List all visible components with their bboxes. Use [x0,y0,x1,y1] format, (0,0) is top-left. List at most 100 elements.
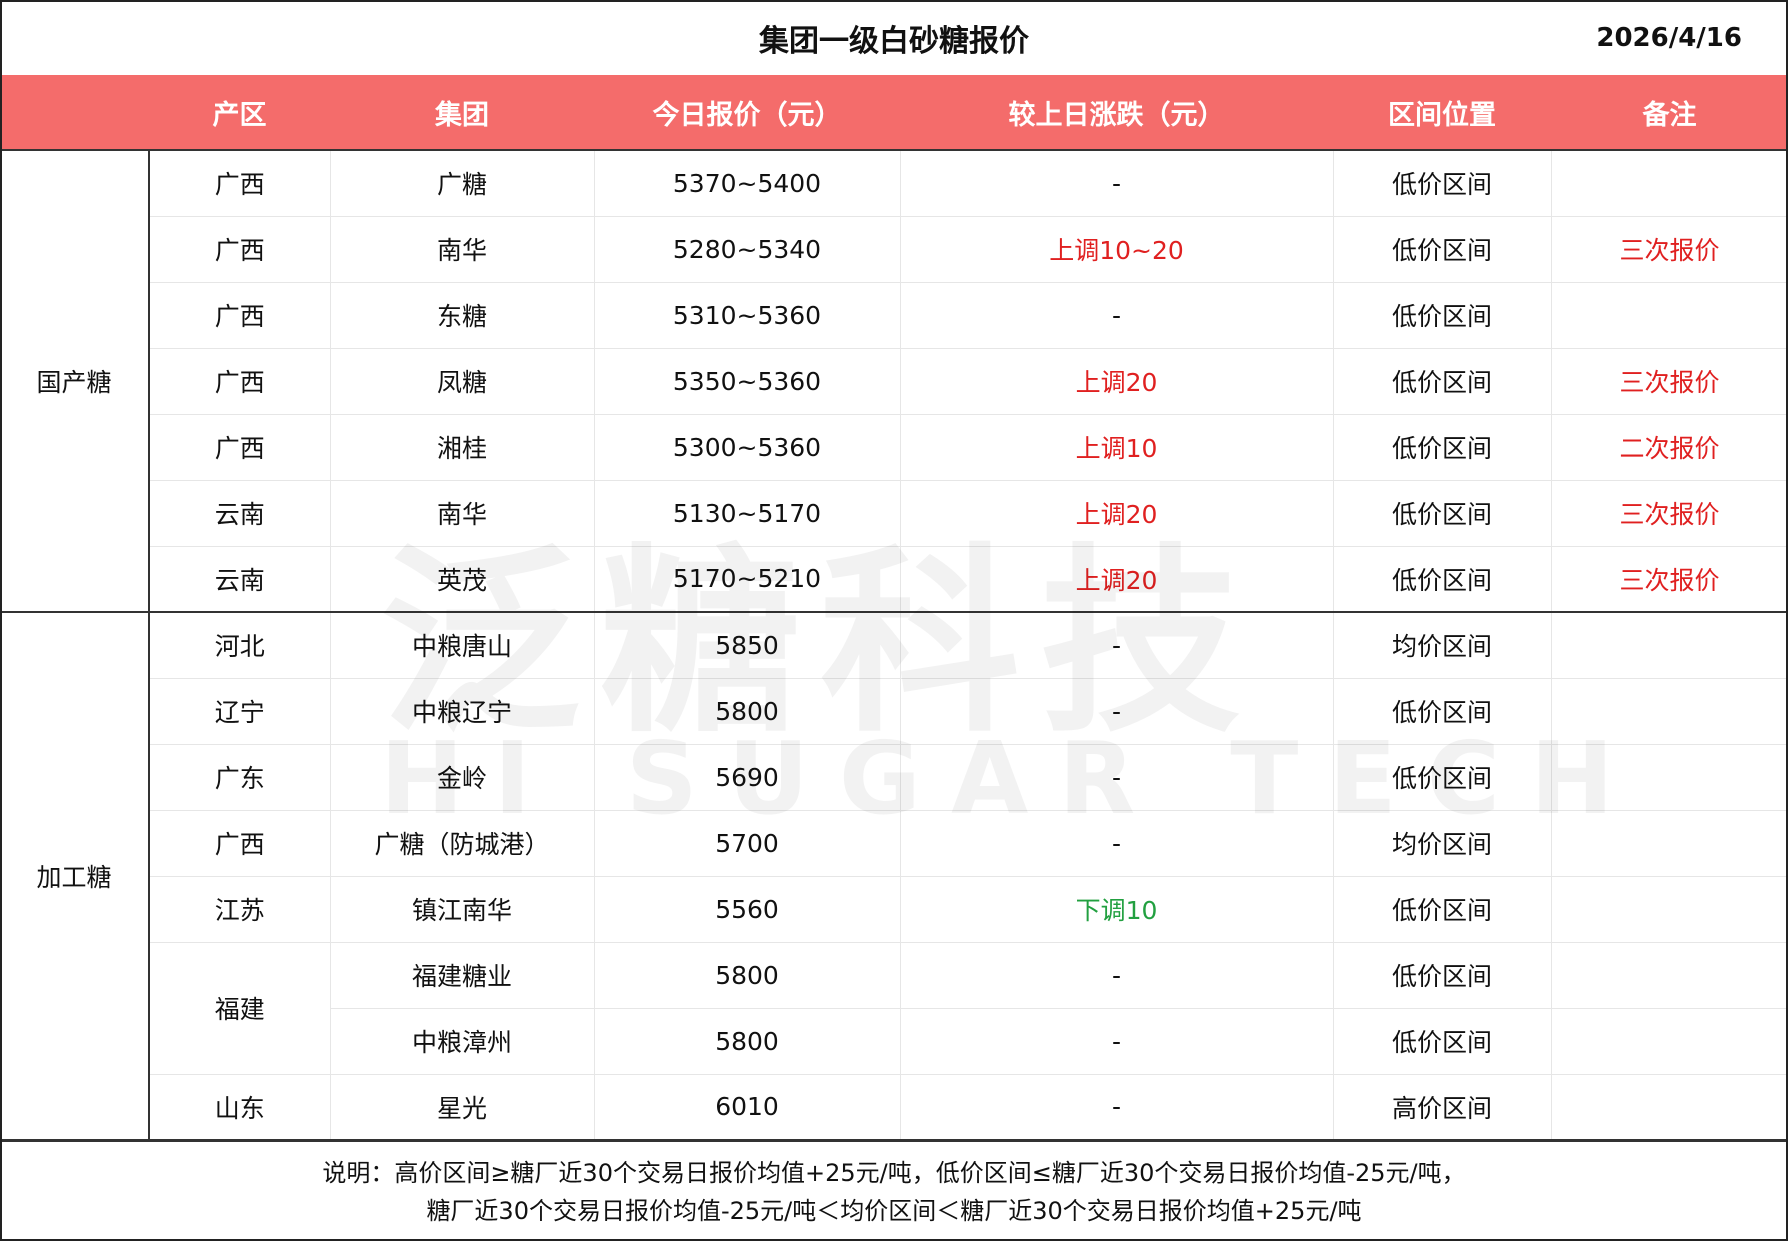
note-cell: 三次报价 [1551,546,1788,613]
footnote-line: 糖厂近30个交易日报价均值-25元/吨＜均价区间＜糖厂近30个交易日报价均值+2… [426,1196,1362,1225]
table-row: 广东 金岭 5690- 低价区间 [0,744,1788,811]
change-cell: 上调20 [900,348,1334,415]
position-cell: 低价区间 [1333,480,1552,547]
table-row: 江苏 镇江南华 5560 下调10 低价区间 [0,876,1788,943]
note-cell [1551,1008,1788,1075]
note-cell [1551,810,1788,877]
region-cell: 云南 [149,546,331,613]
note-cell [1551,942,1788,1009]
price-cell: 5310~5360 [594,282,901,349]
region-cell: 福建 [149,942,331,1075]
change-cell: - [900,678,1334,745]
price-cell: 5800 [594,678,901,745]
footnote-line: 说明：高价区间≥糖厂近30个交易日报价均值+25元/吨，低价区间≤糖厂近30个交… [322,1158,1466,1187]
note-cell [1551,612,1788,679]
price-cell: 5280~5340 [594,216,901,283]
position-cell: 均价区间 [1333,810,1552,877]
price-cell: 5800 [594,942,901,1009]
note-cell: 三次报价 [1551,216,1788,283]
change-cell: 上调10~20 [900,216,1334,283]
change-cell: - [900,1074,1334,1141]
group-cell: 中粮辽宁 [330,678,595,745]
position-cell: 低价区间 [1333,1008,1552,1075]
change-cell: 上调10 [900,414,1334,481]
change-cell: - [900,1008,1334,1075]
position-cell: 低价区间 [1333,546,1552,613]
table-row: 山东 星光 6010- 高价区间 [0,1074,1788,1141]
price-cell: 5690 [594,744,901,811]
position-cell: 低价区间 [1333,414,1552,481]
header-position: 区间位置 [1333,75,1551,151]
group-cell: 凤糖 [330,348,595,415]
price-cell: 5300~5360 [594,414,901,481]
position-cell: 低价区间 [1333,348,1552,415]
position-cell: 低价区间 [1333,876,1552,943]
price-cell: 5850 [594,612,901,679]
position-cell: 低价区间 [1333,216,1552,283]
table-row: 云南 英茂 5170~5210 上调20 低价区间 三次报价 [0,546,1788,613]
note-cell [1551,744,1788,811]
group-cell: 南华 [330,216,595,283]
header-change: 较上日涨跌（元） [900,75,1333,151]
group-cell: 福建糖业 [330,942,595,1009]
change-cell: - [900,942,1334,1009]
table-row: 广西 南华 5280~5340 上调10~20 低价区间 三次报价 [0,216,1788,283]
note-cell [1551,150,1788,217]
note-cell [1551,876,1788,943]
footnote: 说明：高价区间≥糖厂近30个交易日报价均值+25元/吨，低价区间≤糖厂近30个交… [0,1140,1788,1241]
region-cell: 广西 [149,216,331,283]
category-cell: 国产糖 [0,150,150,613]
price-cell: 5370~5400 [594,150,901,217]
group-cell: 广糖（防城港） [330,810,595,877]
header-row: 产区 集团 今日报价（元） 较上日涨跌（元） 区间位置 备注 [0,75,1788,151]
position-cell: 均价区间 [1333,612,1552,679]
region-cell: 广东 [149,744,331,811]
category-cell: 加工糖 [0,612,150,1141]
table-row: 云南 南华 5130~5170 上调20 低价区间 三次报价 [0,480,1788,547]
region-cell: 河北 [149,612,331,679]
price-cell: 5700 [594,810,901,877]
table-row: 加工糖 河北 中粮唐山 5850- 均价区间 [0,612,1788,1141]
region-cell: 广西 [149,282,331,349]
change-cell: - [900,150,1334,217]
group-cell: 南华 [330,480,595,547]
header-group: 集团 [330,75,594,151]
header-note: 备注 [1551,75,1788,151]
group-cell: 东糖 [330,282,595,349]
table-row: 辽宁 中粮辽宁 5800- 低价区间 [0,678,1788,745]
price-cell: 5130~5170 [594,480,901,547]
table-row: 广西 凤糖 5350~5360 上调20 低价区间 三次报价 [0,348,1788,415]
position-cell: 低价区间 [1333,282,1552,349]
change-cell: 上调20 [900,480,1334,547]
region-cell: 山东 [149,1074,331,1141]
group-cell: 星光 [330,1074,595,1141]
price-table: 产区 集团 今日报价（元） 较上日涨跌（元） 区间位置 备注 国产糖 广西 广糖 53… [0,75,1788,1141]
note-cell: 三次报价 [1551,348,1788,415]
note-cell: 二次报价 [1551,414,1788,481]
note-cell [1551,678,1788,745]
header-region: 产区 [149,75,330,151]
table-row: 广西 广糖（防城港） 5700- 均价区间 [0,810,1788,877]
page-title: 集团一级白砂糖报价 [759,23,1029,59]
change-cell: - [900,744,1334,811]
price-cell: 5350~5360 [594,348,901,415]
table-row: 广西 湘桂 5300~5360 上调10 低价区间 二次报价 [0,414,1788,481]
group-cell: 镇江南华 [330,876,595,943]
report-date: 2026/4/16 [1596,22,1742,53]
region-cell: 江苏 [149,876,331,943]
position-cell: 低价区间 [1333,744,1552,811]
change-cell: - [900,810,1334,877]
change-cell: 上调20 [900,546,1334,613]
table-row: 国产糖 广西 广糖 5370~5400- 低价区间 [0,150,1788,613]
header-category [0,75,149,151]
group-cell: 中粮唐山 [330,612,595,679]
group-cell: 湘桂 [330,414,595,481]
note-cell: 三次报价 [1551,480,1788,547]
table-row: 福建 福建糖业 5800- 低价区间 [0,942,1788,1075]
change-cell: 下调10 [900,876,1334,943]
group-cell: 广糖 [330,150,595,217]
region-cell: 云南 [149,480,331,547]
price-cell: 5170~5210 [594,546,901,613]
position-cell: 低价区间 [1333,150,1552,217]
position-cell: 低价区间 [1333,942,1552,1009]
